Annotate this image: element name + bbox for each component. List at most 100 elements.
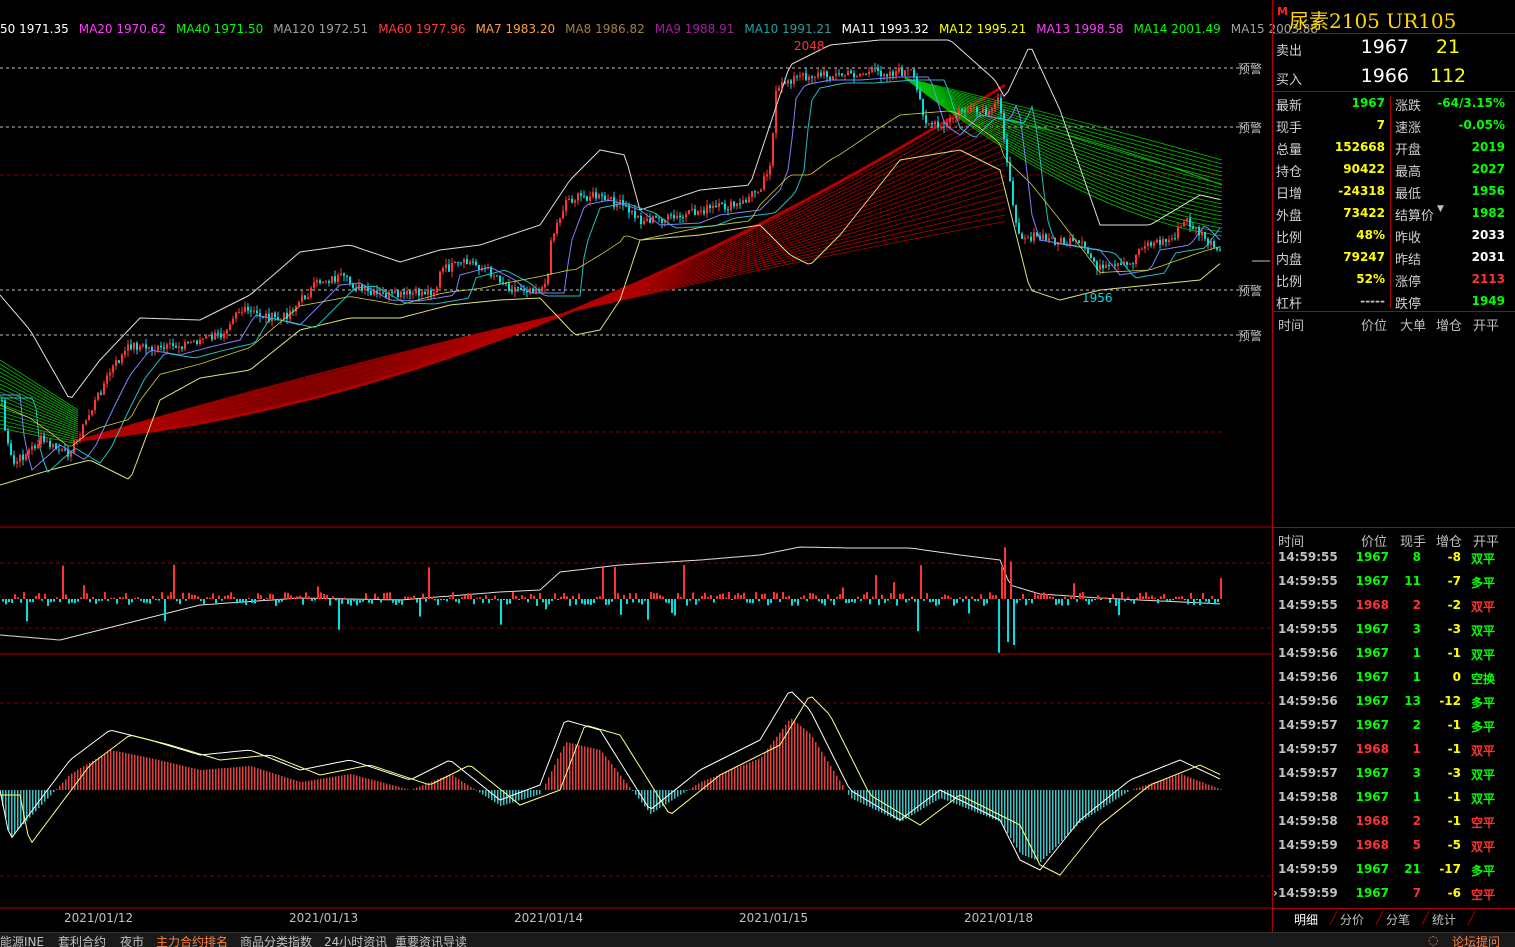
macd-bar <box>158 759 160 790</box>
tab-3[interactable]: 统计 <box>1432 913 1457 927</box>
candle-body <box>448 264 450 272</box>
ask-volume: 21 <box>1435 36 1461 58</box>
volume-bar <box>446 599 448 602</box>
macd-bar <box>764 752 766 790</box>
green-ma-ribbon-line <box>904 77 1223 237</box>
macd-bar <box>830 766 832 790</box>
status-link[interactable]: 主力合约排名 <box>156 935 229 947</box>
volume-bar <box>1067 599 1069 606</box>
tick-row[interactable]: 14:59:55 1967 11 -7 多平 <box>1273 569 1515 593</box>
forum-icon[interactable]: ◌ <box>1428 933 1439 947</box>
tick-row[interactable]: 14:59:56 1967 1 0 空换 <box>1273 665 1515 689</box>
alert-label: 预警 <box>1238 61 1262 76</box>
tick-row[interactable]: 14:59:59 1968 5 -5 双平 <box>1273 833 1515 857</box>
volume-bar <box>224 595 226 599</box>
macd-bar <box>14 790 16 834</box>
volume-bar <box>1091 599 1093 602</box>
macd-bar <box>185 766 187 790</box>
volume-bar <box>746 599 748 603</box>
macd-bar <box>212 769 214 790</box>
candle-body <box>178 346 180 348</box>
quote-label: 现手 <box>1276 121 1303 136</box>
candle-body <box>952 118 954 120</box>
macd-bar <box>428 782 430 790</box>
volume-bar <box>1157 599 1159 604</box>
status-link[interactable]: 24小时资讯 <box>324 935 388 947</box>
settle-dropdown-icon[interactable]: ▼ <box>1437 204 1444 214</box>
macd-bar <box>128 753 130 790</box>
macd-bar <box>257 768 259 790</box>
candle-body <box>406 291 408 295</box>
tick-time: 14:59:55 <box>1278 598 1338 612</box>
status-link[interactable]: 商品分类指数 <box>240 935 313 947</box>
candle-body <box>796 76 798 78</box>
volume-bar <box>473 599 475 605</box>
tick-row[interactable]: 14:59:59 1967 21 -17 多平 <box>1273 857 1515 881</box>
tick-row[interactable]: 14:59:56 1967 13 -12 多平 <box>1273 689 1515 713</box>
tick-row[interactable]: 14:59:56 1967 1 -1 双平 <box>1273 641 1515 665</box>
macd-bar <box>401 787 403 790</box>
macd-bar <box>716 775 718 790</box>
candle-body <box>760 189 762 192</box>
tick-row[interactable]: 14:59:57 1968 1 -1 双平 <box>1273 737 1515 761</box>
volume-bar <box>545 599 547 610</box>
tab-0[interactable]: 明细 <box>1294 913 1319 927</box>
chart-area[interactable]: 预警 预警 预警 预警 2048 1956 2021/01/12 2021/01/13 2021… <box>0 0 1318 932</box>
tick-row[interactable]: 14:59:58 1968 2 -1 空平 <box>1273 809 1515 833</box>
candle-body <box>1117 263 1119 266</box>
candle-body <box>643 220 645 225</box>
forum-link[interactable]: 论坛提问 <box>1452 935 1501 947</box>
macd-bar <box>554 764 556 790</box>
macd-bar <box>1040 790 1042 862</box>
candle-body <box>1096 261 1098 270</box>
status-link[interactable]: 夜市 <box>120 935 145 947</box>
ask-row[interactable]: 卖出 1967 21 <box>1273 34 1515 63</box>
macd-bar <box>890 790 892 818</box>
quote-value: 1956 <box>1471 184 1505 198</box>
tick-row[interactable]: 14:59:55 1968 2 -2 双平 <box>1273 593 1515 617</box>
volume-bar <box>851 599 853 602</box>
tick-row[interactable]: 14:59:57 1967 3 -3 双平 <box>1273 761 1515 785</box>
tick-price: 1968 <box>1355 814 1389 828</box>
candle-body <box>64 449 66 451</box>
status-link[interactable]: 套利合约 <box>58 935 107 947</box>
volume-bar <box>89 599 91 603</box>
instrument-title-row[interactable]: M 尿素2105 UR105 <box>1273 0 1515 34</box>
volume-bar <box>1115 599 1117 606</box>
volume-bar <box>875 575 877 599</box>
red-ma-ribbon-line <box>77 156 1006 441</box>
tab-1[interactable]: 分价 <box>1340 913 1365 927</box>
candle-body <box>862 73 864 75</box>
tick-row[interactable]: 14:59:59 1967 7 -6 空平 › <box>1273 881 1515 905</box>
candle-body <box>565 200 567 211</box>
macd-bar <box>974 790 976 812</box>
macd-bar <box>695 785 697 790</box>
macd-bar <box>374 780 376 790</box>
volume-bar <box>776 593 778 599</box>
volume-bar <box>1118 599 1120 616</box>
ma-legend-item: MA40 1971.50 <box>176 22 264 36</box>
tick-row[interactable]: 14:59:55 1967 8 -8 双平 <box>1273 545 1515 569</box>
tab-2[interactable]: 分笔 <box>1386 913 1411 927</box>
candle-body <box>559 218 561 223</box>
candle-body <box>460 262 462 264</box>
tick-oi: -1 <box>1447 742 1461 756</box>
macd-bar <box>932 790 934 803</box>
macd-bar <box>638 790 640 799</box>
tick-row[interactable]: 14:59:55 1967 3 -3 双平 <box>1273 617 1515 641</box>
volume-bar <box>155 599 157 601</box>
volume-bar <box>890 593 892 599</box>
macd-bar <box>1049 790 1051 853</box>
tick-row[interactable]: 14:59:57 1967 2 -1 多平 <box>1273 713 1515 737</box>
tick-row[interactable]: 14:59:58 1967 1 -1 双平 <box>1273 785 1515 809</box>
bid-row[interactable]: 买入 1966 112 <box>1273 63 1515 92</box>
tick-list[interactable]: 14:59:55 1967 8 -8 双平 14:59:55 1967 11 -7 多平 14:59… <box>1273 545 1515 905</box>
status-link[interactable]: 重要资讯导读 <box>395 935 468 947</box>
status-link[interactable]: 能源INE <box>0 935 45 947</box>
volume-bar <box>407 596 409 599</box>
volume-bar <box>653 593 655 599</box>
candle-body <box>496 275 498 277</box>
candle-body <box>211 335 213 340</box>
